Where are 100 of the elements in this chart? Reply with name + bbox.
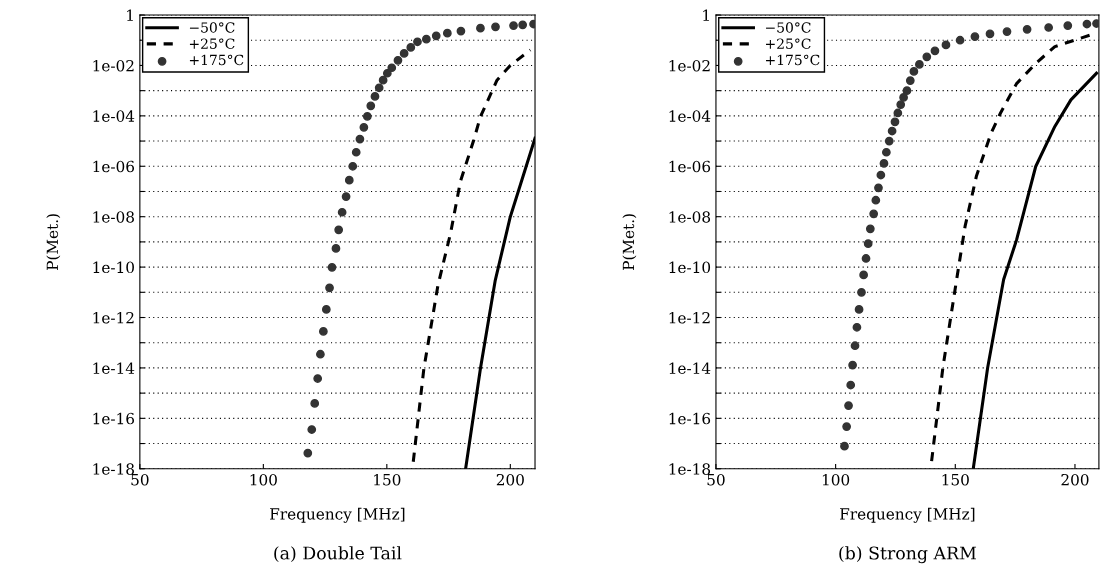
y-tick-label: 1e-06 xyxy=(93,160,135,173)
point xyxy=(905,76,915,85)
point xyxy=(970,32,980,41)
legend-label: +175°C xyxy=(766,54,820,66)
point xyxy=(854,305,864,314)
text: (b) Strong ARM xyxy=(839,546,977,564)
point xyxy=(902,86,912,96)
point xyxy=(896,100,906,109)
point xyxy=(316,349,325,359)
point xyxy=(325,283,334,293)
y-tick-label: 1e-18 xyxy=(669,463,711,475)
legend-label: −50°C xyxy=(766,22,811,33)
point xyxy=(374,83,384,93)
x-tick-label: 150 xyxy=(942,473,969,486)
point xyxy=(370,92,380,101)
point xyxy=(1002,27,1012,36)
point xyxy=(1044,23,1054,32)
point xyxy=(310,399,320,408)
x-tick-label: 150 xyxy=(374,473,401,486)
point xyxy=(922,52,932,62)
y-tick-label: 1e-08 xyxy=(669,211,711,223)
point xyxy=(399,49,409,58)
point xyxy=(313,374,323,383)
point xyxy=(881,147,891,157)
x-tick-label: 200 xyxy=(1061,473,1089,486)
point xyxy=(865,224,875,234)
point xyxy=(909,67,919,76)
x-tick-label: 100 xyxy=(250,473,277,486)
point xyxy=(378,75,388,85)
point xyxy=(393,55,403,65)
point xyxy=(842,422,852,431)
point xyxy=(491,22,500,32)
y-tick-label: 1e-08 xyxy=(93,211,134,223)
point xyxy=(387,63,397,73)
point xyxy=(348,161,358,171)
point xyxy=(509,21,518,30)
point xyxy=(518,20,528,30)
point xyxy=(431,31,441,41)
x-axis-title: Frequency [MHz] xyxy=(270,507,405,523)
y-axis-title: P(Met.) xyxy=(46,214,61,270)
point xyxy=(355,134,365,144)
point xyxy=(874,183,883,193)
y-tick-label: 1e-12 xyxy=(669,311,710,324)
x-tick-label: 50 xyxy=(131,473,149,486)
y-tick-label: 1e-04 xyxy=(93,110,135,122)
point xyxy=(318,327,328,336)
point xyxy=(344,175,354,185)
point xyxy=(456,26,466,36)
point xyxy=(852,322,862,332)
point xyxy=(406,43,416,52)
y-tick-label: 1e-14 xyxy=(93,362,135,374)
point xyxy=(321,305,331,314)
text: (a) Double Tail xyxy=(274,546,402,563)
x-axis-title: Frequency [MHz] xyxy=(840,507,975,523)
point xyxy=(476,23,485,33)
point xyxy=(871,195,881,205)
y-tick-label: 1e-18 xyxy=(93,463,134,475)
point xyxy=(307,425,317,434)
y-tick-label: 1e-16 xyxy=(669,412,711,425)
point xyxy=(863,239,873,249)
point xyxy=(1022,24,1032,34)
point xyxy=(985,29,995,39)
point xyxy=(421,34,431,44)
point xyxy=(930,46,940,56)
legend-label: +25°C xyxy=(189,38,235,49)
point xyxy=(331,244,341,253)
y-tick-label: 1e-10 xyxy=(669,261,711,274)
legend-label: +175°C xyxy=(189,54,244,66)
y-tick-label: 1e-10 xyxy=(93,261,134,274)
point xyxy=(341,192,351,201)
y-tick-label: 1e-02 xyxy=(669,59,710,72)
point xyxy=(413,37,422,47)
point xyxy=(844,401,853,410)
point xyxy=(899,93,908,102)
legend-label: −50°C xyxy=(189,22,235,33)
y-tick-label: 1e-12 xyxy=(93,311,134,324)
x-tick-label: 100 xyxy=(822,473,850,486)
x-tick-label: 50 xyxy=(707,473,725,486)
y-axis-title: P(Met.) xyxy=(622,214,637,270)
point xyxy=(1082,19,1092,29)
point xyxy=(884,136,894,146)
point xyxy=(869,209,879,219)
y-tick-label: 1 xyxy=(127,9,133,21)
point xyxy=(382,68,392,78)
point xyxy=(887,126,897,136)
point xyxy=(362,112,372,121)
point xyxy=(359,122,369,132)
point xyxy=(303,448,313,458)
point xyxy=(857,287,866,297)
y-tick-label: 1e-06 xyxy=(669,160,711,173)
point xyxy=(941,40,951,50)
point xyxy=(840,441,849,451)
y-tick-label: 1e-02 xyxy=(93,59,134,72)
point xyxy=(848,360,857,370)
point xyxy=(351,147,361,157)
point xyxy=(876,170,886,180)
point xyxy=(859,270,868,280)
point xyxy=(879,159,889,168)
point xyxy=(893,108,903,118)
legend-label: +25°C xyxy=(766,38,811,49)
